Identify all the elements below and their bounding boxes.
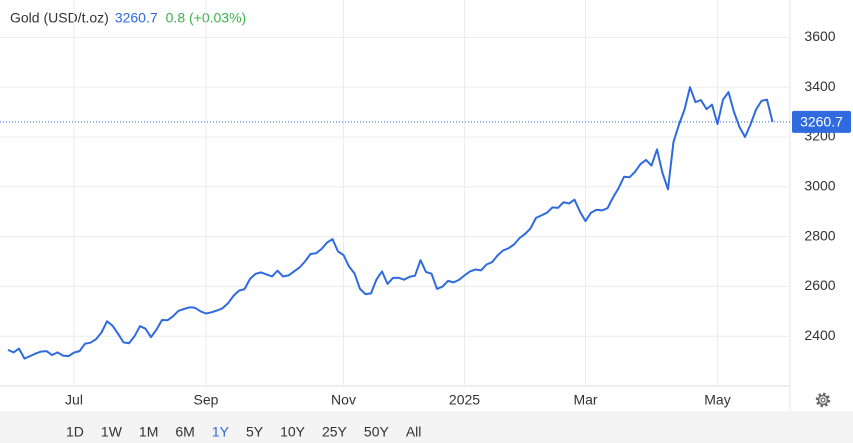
y-tick-label: 2800 — [804, 227, 835, 243]
range-button[interactable]: 50Y — [364, 424, 390, 440]
price-line — [7, 86, 774, 360]
x-tick-label: Sep — [194, 392, 219, 408]
range-button[interactable]: 10Y — [280, 424, 306, 440]
settings-icon[interactable] — [815, 392, 831, 408]
range-button[interactable]: 1Y — [212, 424, 230, 440]
x-tick-label: Nov — [331, 392, 356, 408]
y-tick-label: 2600 — [804, 277, 835, 293]
range-button[interactable]: 1D — [66, 424, 84, 440]
range-button[interactable]: 25Y — [322, 424, 348, 440]
range-button[interactable]: 1W — [101, 424, 123, 440]
y-tick-label: 3600 — [804, 28, 835, 44]
range-bar — [0, 411, 853, 443]
range-button[interactable]: 5Y — [246, 424, 264, 440]
chart-title: Gold (USD/t.oz) — [10, 10, 109, 26]
y-tick-label: 3000 — [804, 177, 835, 193]
x-tick-label: May — [704, 392, 730, 408]
x-tick-label: 2025 — [449, 392, 480, 408]
range-button[interactable]: All — [406, 424, 422, 440]
x-tick-label: Jul — [65, 392, 83, 408]
header-price: 3260.7 — [115, 10, 158, 26]
price-badge — [792, 110, 851, 133]
range-button[interactable]: 1M — [139, 424, 158, 440]
price-badge-label: 3260.7 — [800, 114, 843, 130]
y-tick-label: 2400 — [804, 327, 835, 343]
x-tick-label: Mar — [573, 392, 597, 408]
range-button[interactable]: 6M — [175, 424, 194, 440]
y-tick-label: 3400 — [804, 78, 835, 94]
